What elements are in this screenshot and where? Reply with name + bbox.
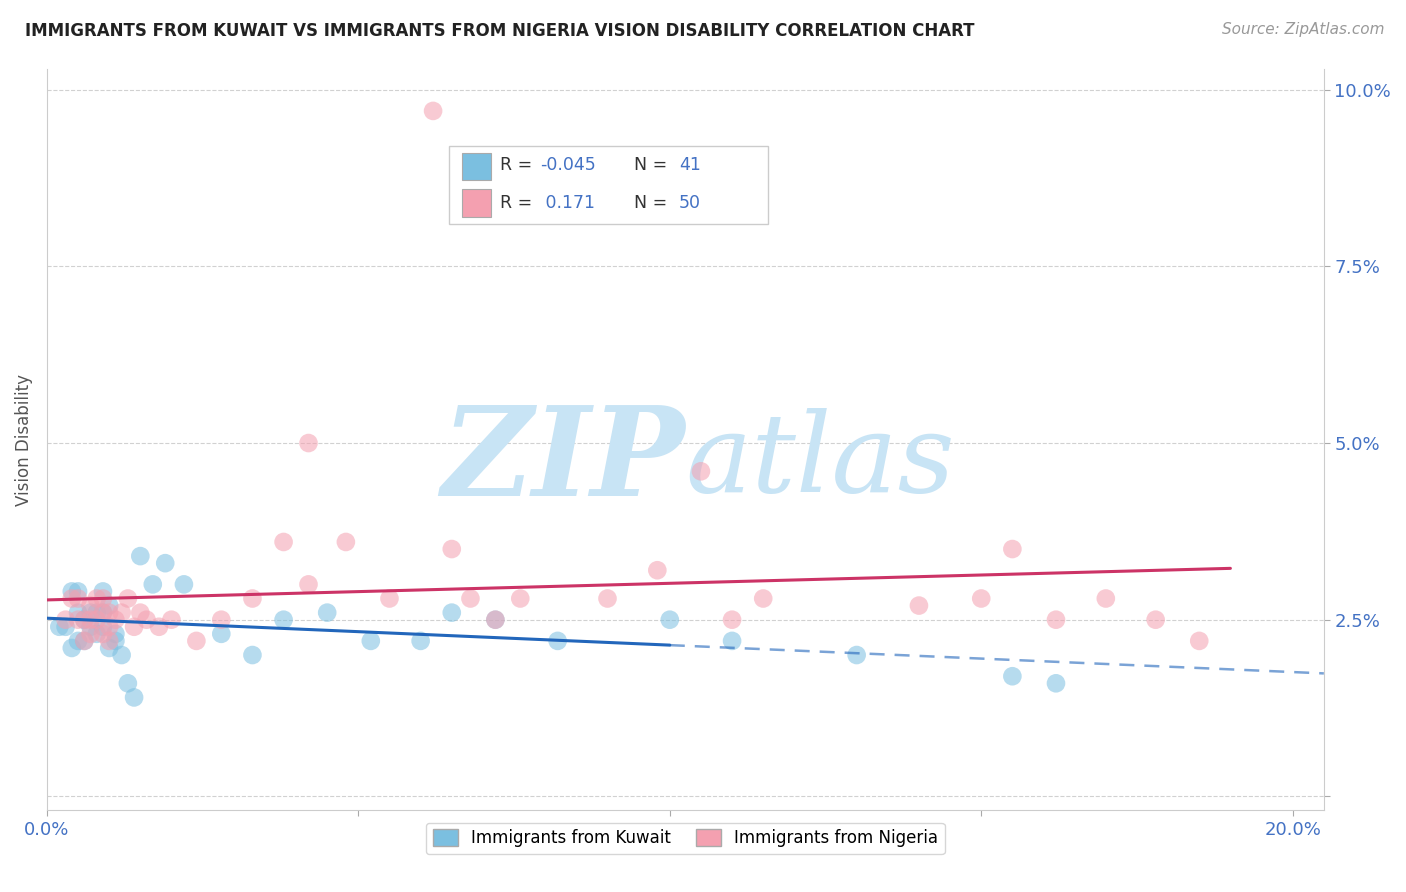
Point [658, 613, 681, 627]
Point [98, 620, 121, 634]
Point [73, 633, 96, 648]
Point [60, 591, 83, 606]
Point [111, 648, 134, 662]
Point [460, 591, 482, 606]
Point [67, 633, 90, 648]
Text: atlas: atlas [685, 408, 955, 516]
Point [79, 606, 101, 620]
Point [273, 535, 295, 549]
Text: Source: ZipAtlas.com: Source: ZipAtlas.com [1222, 22, 1385, 37]
Point [1144, 613, 1167, 627]
Y-axis label: Vision Disability: Vision Disability [15, 374, 32, 506]
Point [273, 613, 295, 627]
Point [55, 620, 77, 634]
Point [98, 599, 121, 613]
Point [79, 599, 101, 613]
Point [111, 606, 134, 620]
Point [845, 648, 868, 662]
Point [1188, 633, 1211, 648]
Point [86, 613, 108, 627]
Point [690, 464, 713, 478]
Point [547, 633, 569, 648]
Point [908, 599, 931, 613]
Point [335, 535, 357, 549]
Point [73, 613, 96, 627]
Point [98, 640, 121, 655]
Point [129, 549, 152, 563]
Point [1094, 591, 1116, 606]
Point [91, 584, 114, 599]
Point [721, 613, 744, 627]
Point [752, 591, 775, 606]
Point [316, 606, 339, 620]
Text: IMMIGRANTS FROM KUWAIT VS IMMIGRANTS FROM NIGERIA VISION DISABILITY CORRELATION : IMMIGRANTS FROM KUWAIT VS IMMIGRANTS FRO… [25, 22, 974, 40]
Point [509, 591, 531, 606]
Point [135, 613, 157, 627]
Point [73, 613, 96, 627]
Point [117, 676, 139, 690]
Point [484, 613, 506, 627]
Point [129, 606, 152, 620]
Point [67, 606, 90, 620]
Point [148, 620, 170, 634]
Point [142, 577, 165, 591]
Point [596, 591, 619, 606]
Point [1045, 676, 1067, 690]
Point [86, 591, 108, 606]
Point [91, 620, 114, 634]
Point [91, 606, 114, 620]
Point [1001, 669, 1024, 683]
Point [91, 606, 114, 620]
Point [104, 627, 127, 641]
Point [79, 627, 101, 641]
Point [79, 620, 101, 634]
Point [48, 620, 70, 634]
Point [970, 591, 993, 606]
Point [1045, 613, 1067, 627]
Point [209, 627, 232, 641]
Point [79, 613, 101, 627]
Point [60, 584, 83, 599]
Point [173, 577, 195, 591]
Point [1001, 542, 1024, 557]
Point [409, 633, 432, 648]
Point [122, 690, 145, 705]
Point [721, 633, 744, 648]
Point [360, 633, 382, 648]
Legend: Immigrants from Kuwait, Immigrants from Nigeria: Immigrants from Kuwait, Immigrants from … [426, 822, 945, 855]
Point [67, 584, 90, 599]
Point [209, 613, 232, 627]
Point [378, 591, 401, 606]
Point [60, 640, 83, 655]
Point [440, 606, 463, 620]
Point [484, 613, 506, 627]
Point [186, 633, 208, 648]
Point [86, 627, 108, 641]
Point [91, 627, 114, 641]
Point [67, 591, 90, 606]
Point [55, 613, 77, 627]
Point [98, 606, 121, 620]
Point [297, 436, 319, 450]
Point [422, 103, 444, 118]
Point [297, 577, 319, 591]
Point [67, 613, 90, 627]
Point [86, 606, 108, 620]
Text: ZIP: ZIP [441, 401, 685, 523]
Point [440, 542, 463, 557]
Point [98, 633, 121, 648]
Point [117, 591, 139, 606]
Point [91, 591, 114, 606]
Point [73, 633, 96, 648]
Point [155, 556, 177, 570]
Point [104, 613, 127, 627]
Point [242, 591, 264, 606]
Point [647, 563, 669, 577]
Point [242, 648, 264, 662]
Point [122, 620, 145, 634]
Point [160, 613, 183, 627]
Point [104, 633, 127, 648]
